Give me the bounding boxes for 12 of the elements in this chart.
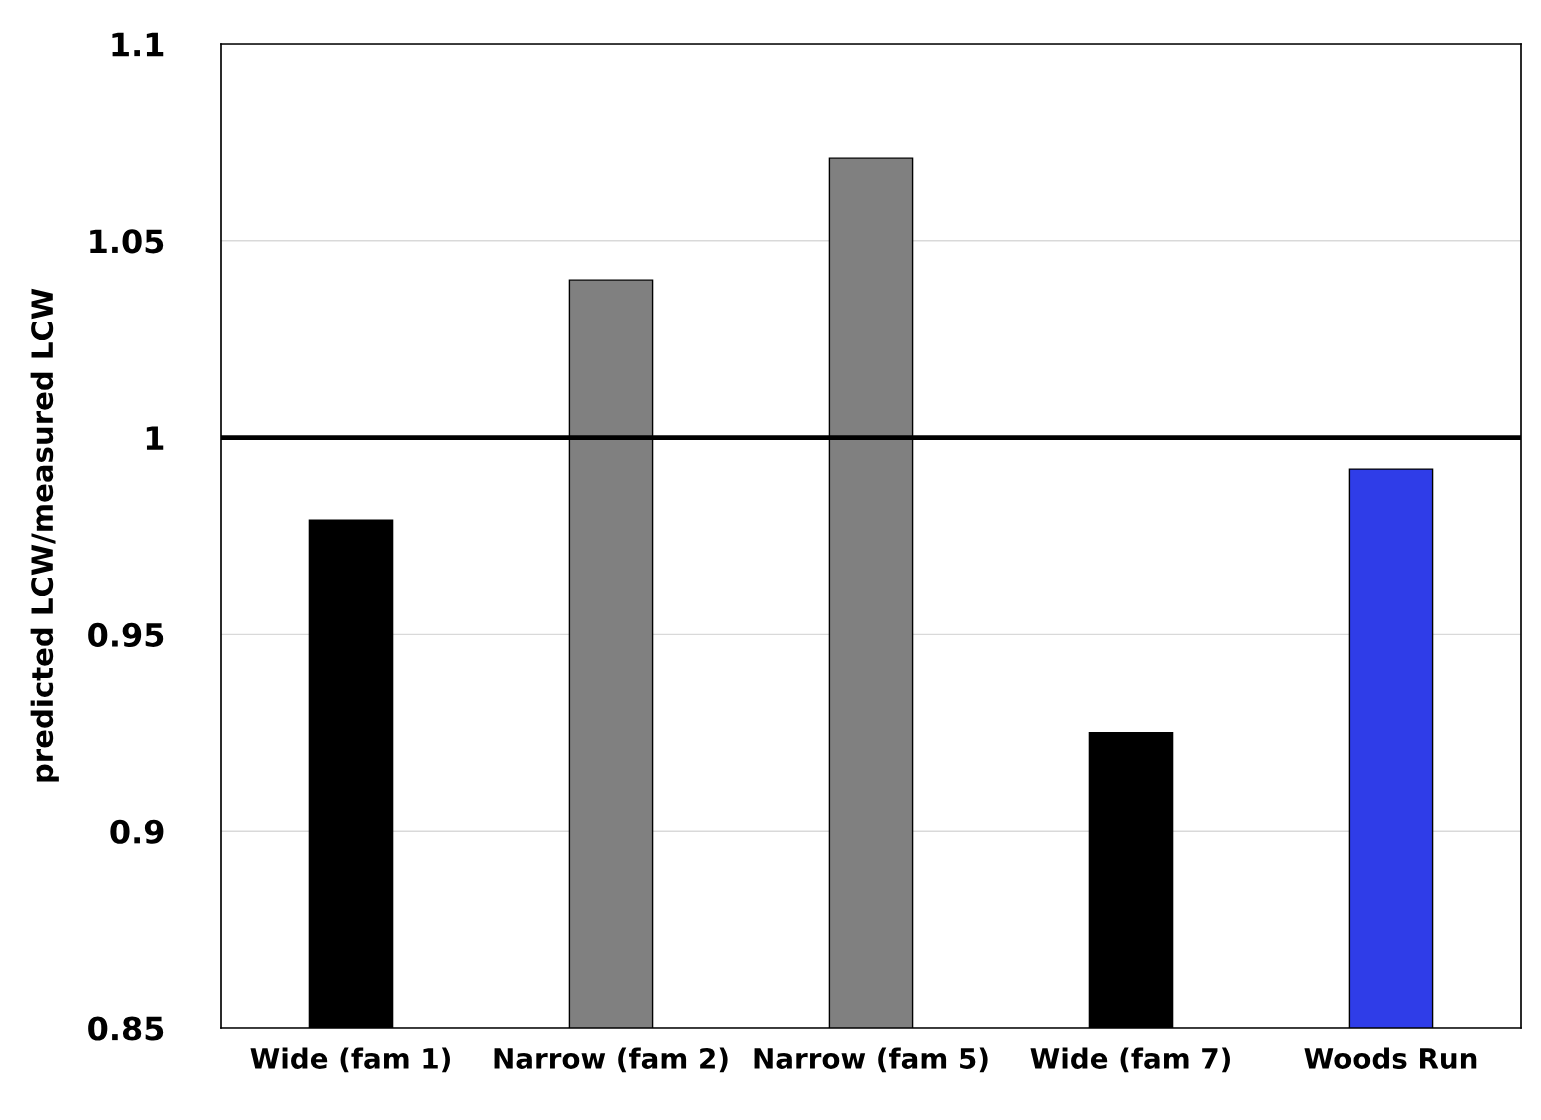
x-tick-label: Woods Run	[1304, 1047, 1477, 1069]
y-tick-label: 0.95	[88, 622, 164, 647]
y-tick-label: 0.85	[88, 1016, 164, 1041]
y-tick-label: 1.05	[90, 229, 164, 254]
x-tick-label: Narrow (fam 2)	[494, 1047, 728, 1073]
y-tick-label: 1.1	[112, 32, 164, 57]
y-tick-label: 1	[146, 426, 164, 450]
y-tick-label: 0.9	[110, 819, 164, 844]
y-axis-title: predicted LCW/measured LCW	[30, 288, 59, 782]
x-tick-label: Narrow (fam 5)	[754, 1047, 988, 1073]
x-tick-label: Wide (fam 7)	[1030, 1047, 1230, 1073]
x-tick-label: Wide (fam 1)	[250, 1047, 450, 1073]
